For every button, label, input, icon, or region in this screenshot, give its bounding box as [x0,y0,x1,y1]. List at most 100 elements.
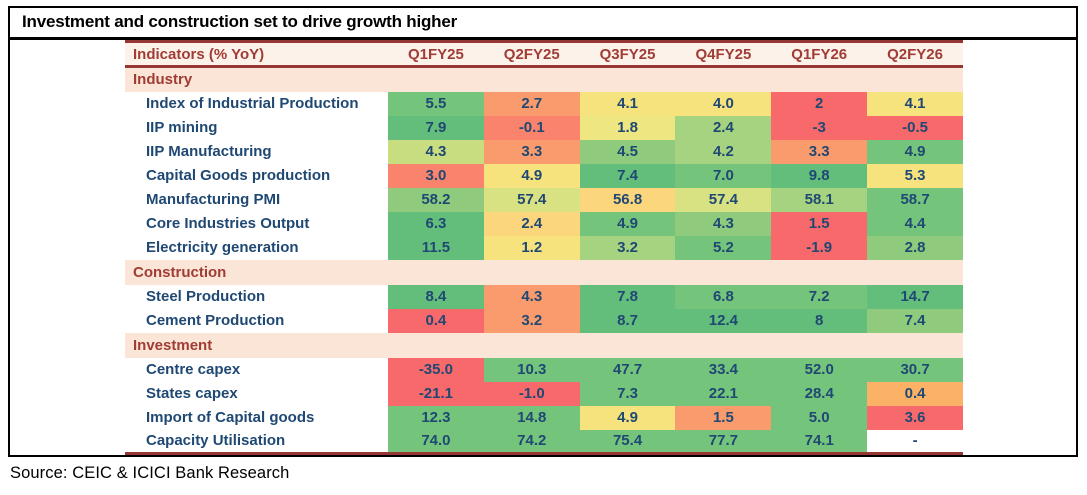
value-cell: 4.5 [579,139,676,164]
value-cell: -21.1 [388,381,484,406]
value-cell: 14.7 [867,284,963,309]
value-cell: 7.4 [867,308,963,333]
source-note: Source: CEIC & ICICI Bank Research [10,464,290,482]
page-title: Investment and construction set to drive… [10,8,1076,40]
column-header-indicators: Indicators (% YoY) [133,45,265,63]
value-cell: 4.9 [483,163,580,188]
table-row: Cement Production 0.4 3.2 8.7 12.4 8 7.4 [125,308,963,333]
value-cell: 5.3 [867,163,963,188]
value-cell: 10.3 [483,357,580,382]
value-cell: 3.2 [579,235,676,260]
value-cell: 2 [771,91,868,116]
value-cell: 7.9 [388,115,484,140]
section-label: Construction [133,263,227,281]
row-label: Steel Production [125,284,388,309]
value-cell: 3.3 [771,139,868,164]
value-cell: 5.0 [771,405,868,430]
column-header-q2fy26: Q2FY26 [887,45,943,63]
value-cell: 8.4 [388,284,484,309]
value-cell: -1.0 [483,381,580,406]
value-cell: -0.1 [483,115,580,140]
value-cell: 6.8 [675,284,772,309]
value-cell: 74.0 [388,429,484,454]
value-cell: 1.2 [483,235,580,260]
value-cell: - [867,429,963,454]
value-cell: 12.4 [675,308,772,333]
value-cell: 74.1 [771,429,868,454]
column-header-q1fy25: Q1FY25 [407,45,464,63]
value-cell: 7.2 [771,284,868,309]
row-label: Index of Industrial Production [125,91,388,116]
table-row: Capacity Utilisation 74.0 74.2 75.4 77.7 74.1… [125,429,963,454]
table-row: Steel Production 8.4 4.3 7.8 6.8 7.2 14.7 [125,284,963,309]
section-row: Investment [125,332,963,358]
value-cell: 8 [771,308,868,333]
value-cell: -0.5 [867,115,963,140]
column-header-q2fy25: Q2FY25 [503,45,560,63]
table-row: Import of Capital goods 12.3 14.8 4.9 1.5 5.0… [125,405,963,430]
value-cell: 3.6 [867,405,963,430]
value-cell: 14.8 [483,405,580,430]
indicators-heatmap-table: Indicators (% YoY) Q1FY25 Q2FY25 Q3FY25 … [125,40,963,455]
value-cell: 58.1 [771,187,868,212]
value-cell: 28.4 [771,381,868,406]
value-cell: 7.8 [579,284,676,309]
value-cell: 2.8 [867,235,963,260]
row-label: Manufacturing PMI [125,187,388,212]
table-row: Index of Industrial Production 5.5 2.7 4.1 4… [125,91,963,116]
row-label: Capacity Utilisation [125,429,388,454]
value-cell: 6.3 [388,211,484,236]
table-row: IIP mining 7.9 -0.1 1.8 2.4 -3 -0.5 [125,115,963,140]
value-cell: 22.1 [675,381,772,406]
row-label: Centre capex [125,357,388,382]
value-cell: 57.4 [483,187,580,212]
value-cell: 4.9 [579,405,676,430]
value-cell: 56.8 [579,187,676,212]
value-cell: 47.7 [579,357,676,382]
value-cell: 2.4 [675,115,772,140]
value-cell: 12.3 [388,405,484,430]
value-cell: 5.2 [675,235,772,260]
row-label: Capital Goods production [125,163,388,188]
table-row: Manufacturing PMI 58.2 57.4 56.8 57.4 58.1 58.… [125,187,963,212]
value-cell: 0.4 [388,308,484,333]
table-row: Core Industries Output 6.3 2.4 4.9 4.3 1.5 4.4 [125,211,963,236]
section-label: Industry [133,71,193,89]
value-cell: 3.0 [388,163,484,188]
value-cell: 33.4 [675,357,772,382]
section-label: Investment [133,336,213,354]
value-cell: 3.2 [483,308,580,333]
value-cell: 4.1 [867,91,963,116]
section-row: Industry [125,66,963,92]
report-card: Investment and construction set to drive… [8,6,1078,457]
value-cell: 75.4 [579,429,676,454]
row-label: Core Industries Output [125,211,388,236]
value-cell: 11.5 [388,235,484,260]
value-cell: 4.9 [867,139,963,164]
value-cell: 4.1 [579,91,676,116]
value-cell: 1.8 [579,115,676,140]
value-cell: 74.2 [483,429,580,454]
value-cell: 4.3 [675,211,772,236]
value-cell: 30.7 [867,357,963,382]
table-row: IIP Manufacturing 4.3 3.3 4.5 4.2 3.3 4.9 [125,139,963,164]
row-label: Electricity generation [125,235,388,260]
value-cell: 5.5 [388,91,484,116]
value-cell: -1.9 [771,235,868,260]
column-header-q3fy25: Q3FY25 [599,45,656,63]
value-cell: 4.0 [675,91,772,116]
value-cell: 7.3 [579,381,676,406]
value-cell: 4.2 [675,139,772,164]
value-cell: 58.7 [867,187,963,212]
value-cell: 1.5 [771,211,868,236]
value-cell: 58.2 [388,187,484,212]
table-row: Centre capex -35.0 10.3 47.7 33.4 52.0 30.7 [125,357,963,382]
value-cell: 4.4 [867,211,963,236]
table-row: States capex -21.1 -1.0 7.3 22.1 28.4 0.4 [125,381,963,406]
column-header-q1fy26: Q1FY26 [791,45,848,63]
row-label: States capex [125,381,388,406]
value-cell: 1.5 [675,405,772,430]
value-cell: 4.3 [388,139,484,164]
value-cell: -35.0 [388,357,484,382]
column-header-q4fy25: Q4FY25 [695,45,752,63]
